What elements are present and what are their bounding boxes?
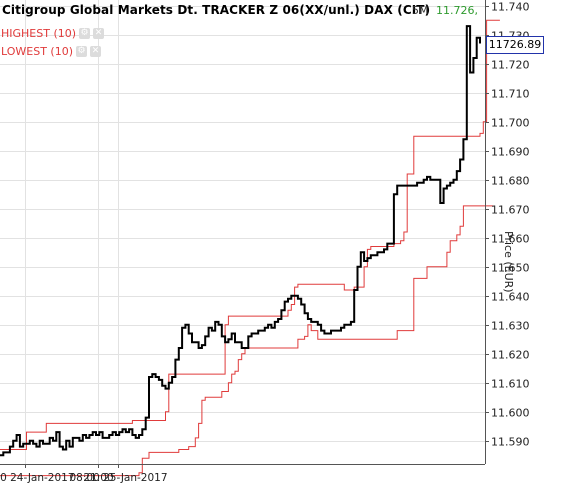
settings-icon[interactable]: ⚙ [76, 46, 87, 57]
legend-lowest-label: LOWEST (10) [1, 45, 73, 58]
lowest-series-line [0, 205, 494, 477]
legend-highest-label: HIGHEST (10) [1, 27, 77, 40]
y-tick-label: 11.650 [491, 262, 530, 275]
price-series-line [0, 25, 481, 457]
y-tick-label: 11.590 [491, 436, 530, 449]
current-price-label: 11726.89 [486, 36, 544, 54]
y-tick-label: 11.640 [491, 291, 530, 304]
y-tick-label: 11.600 [491, 407, 530, 420]
y-tick-label: 11.710 [491, 88, 530, 101]
y-tick-label: 11.680 [491, 175, 530, 188]
close-icon[interactable]: ✕ [90, 46, 101, 57]
interval-label[interactable]: 5M [412, 4, 429, 17]
settings-icon[interactable]: ⚙ [79, 28, 91, 39]
y-axis-label: Price (EUR) [502, 231, 515, 293]
legend-lowest: LOWEST (10) ⚙ ✕ [1, 45, 101, 58]
y-tick-label: 11.700 [491, 117, 530, 130]
y-tick-label: 11.670 [491, 204, 530, 217]
y-tick-label: 11.720 [491, 59, 530, 72]
legend-highest: HIGHEST (10) ⚙ ✕ [1, 27, 105, 40]
y-tick-label: 11.690 [491, 146, 530, 159]
y-tick-label: 11.610 [491, 378, 530, 391]
chart-title: Citigroup Global Markets Dt. TRACKER Z 0… [2, 3, 431, 17]
last-quote-label: 11.726, [436, 4, 478, 17]
highest-series-line [0, 19, 500, 450]
close-icon[interactable]: ✕ [93, 28, 105, 39]
y-tick-label: 11.660 [491, 233, 530, 246]
y-tick-label: 11.620 [491, 349, 530, 362]
x-tick-label: 21:00 [83, 472, 113, 484]
y-tick-label: 11.740 [491, 1, 530, 14]
x-tick-label: 08:00 25-Jan-2017 [69, 472, 167, 484]
grid-lines [0, 0, 485, 464]
series-layer [0, 19, 500, 477]
y-tick-label: 11.630 [491, 320, 530, 333]
x-tick-label: 18:00 24-Jan-2017 [0, 472, 75, 484]
